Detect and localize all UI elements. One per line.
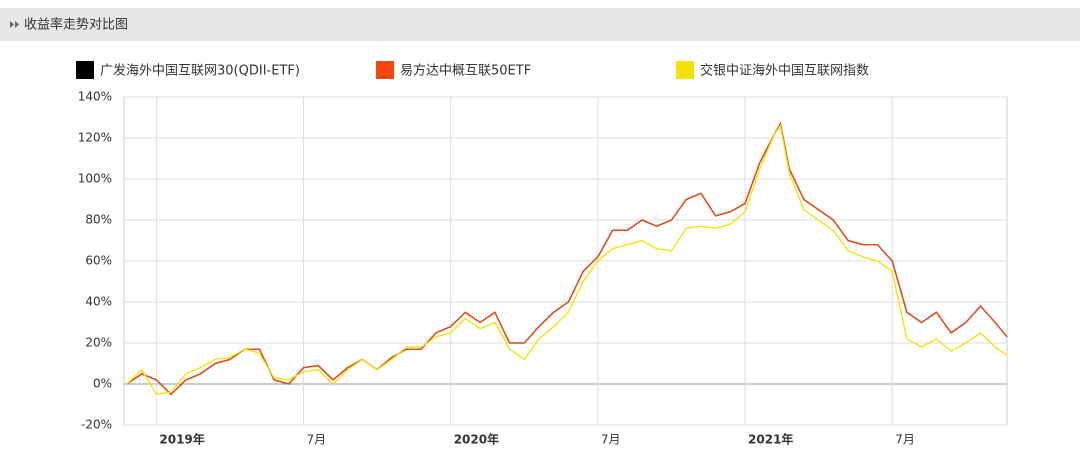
y-tick-label: 40% [85, 295, 112, 309]
legend-label: 广发海外中国互联网30(QDII-ETF) [100, 63, 300, 79]
y-tick-label: 100% [78, 172, 112, 186]
y-tick-label: 60% [85, 254, 112, 268]
header-icon [10, 21, 19, 28]
y-tick-label: -20% [81, 418, 112, 432]
x-tick-label: 2019年 [159, 432, 204, 447]
y-tick-label: 20% [85, 336, 112, 350]
legend-swatch [76, 61, 94, 79]
x-tick-label: 7月 [895, 433, 915, 447]
y-tick-label: 120% [78, 131, 112, 145]
x-tick-label: 2021年 [748, 432, 793, 447]
series-line [126, 121, 1008, 396]
legend-swatch [676, 61, 694, 79]
x-tick-label: 2020年 [454, 432, 499, 447]
y-tick-label: 80% [85, 213, 112, 227]
legend-swatch [376, 61, 394, 79]
legend-label: 易方达中概互联50ETF [400, 63, 531, 79]
y-tick-label: 0% [93, 377, 112, 391]
y-tick-label: 140% [78, 90, 112, 104]
header-title: 收益率走势对比图 [24, 17, 128, 33]
series-line [126, 124, 1008, 396]
x-tick-label: 7月 [307, 433, 327, 447]
header-bar [0, 8, 1080, 41]
x-tick-label: 7月 [601, 433, 621, 447]
legend-label: 交银中证海外中国互联网指数 [700, 63, 869, 79]
